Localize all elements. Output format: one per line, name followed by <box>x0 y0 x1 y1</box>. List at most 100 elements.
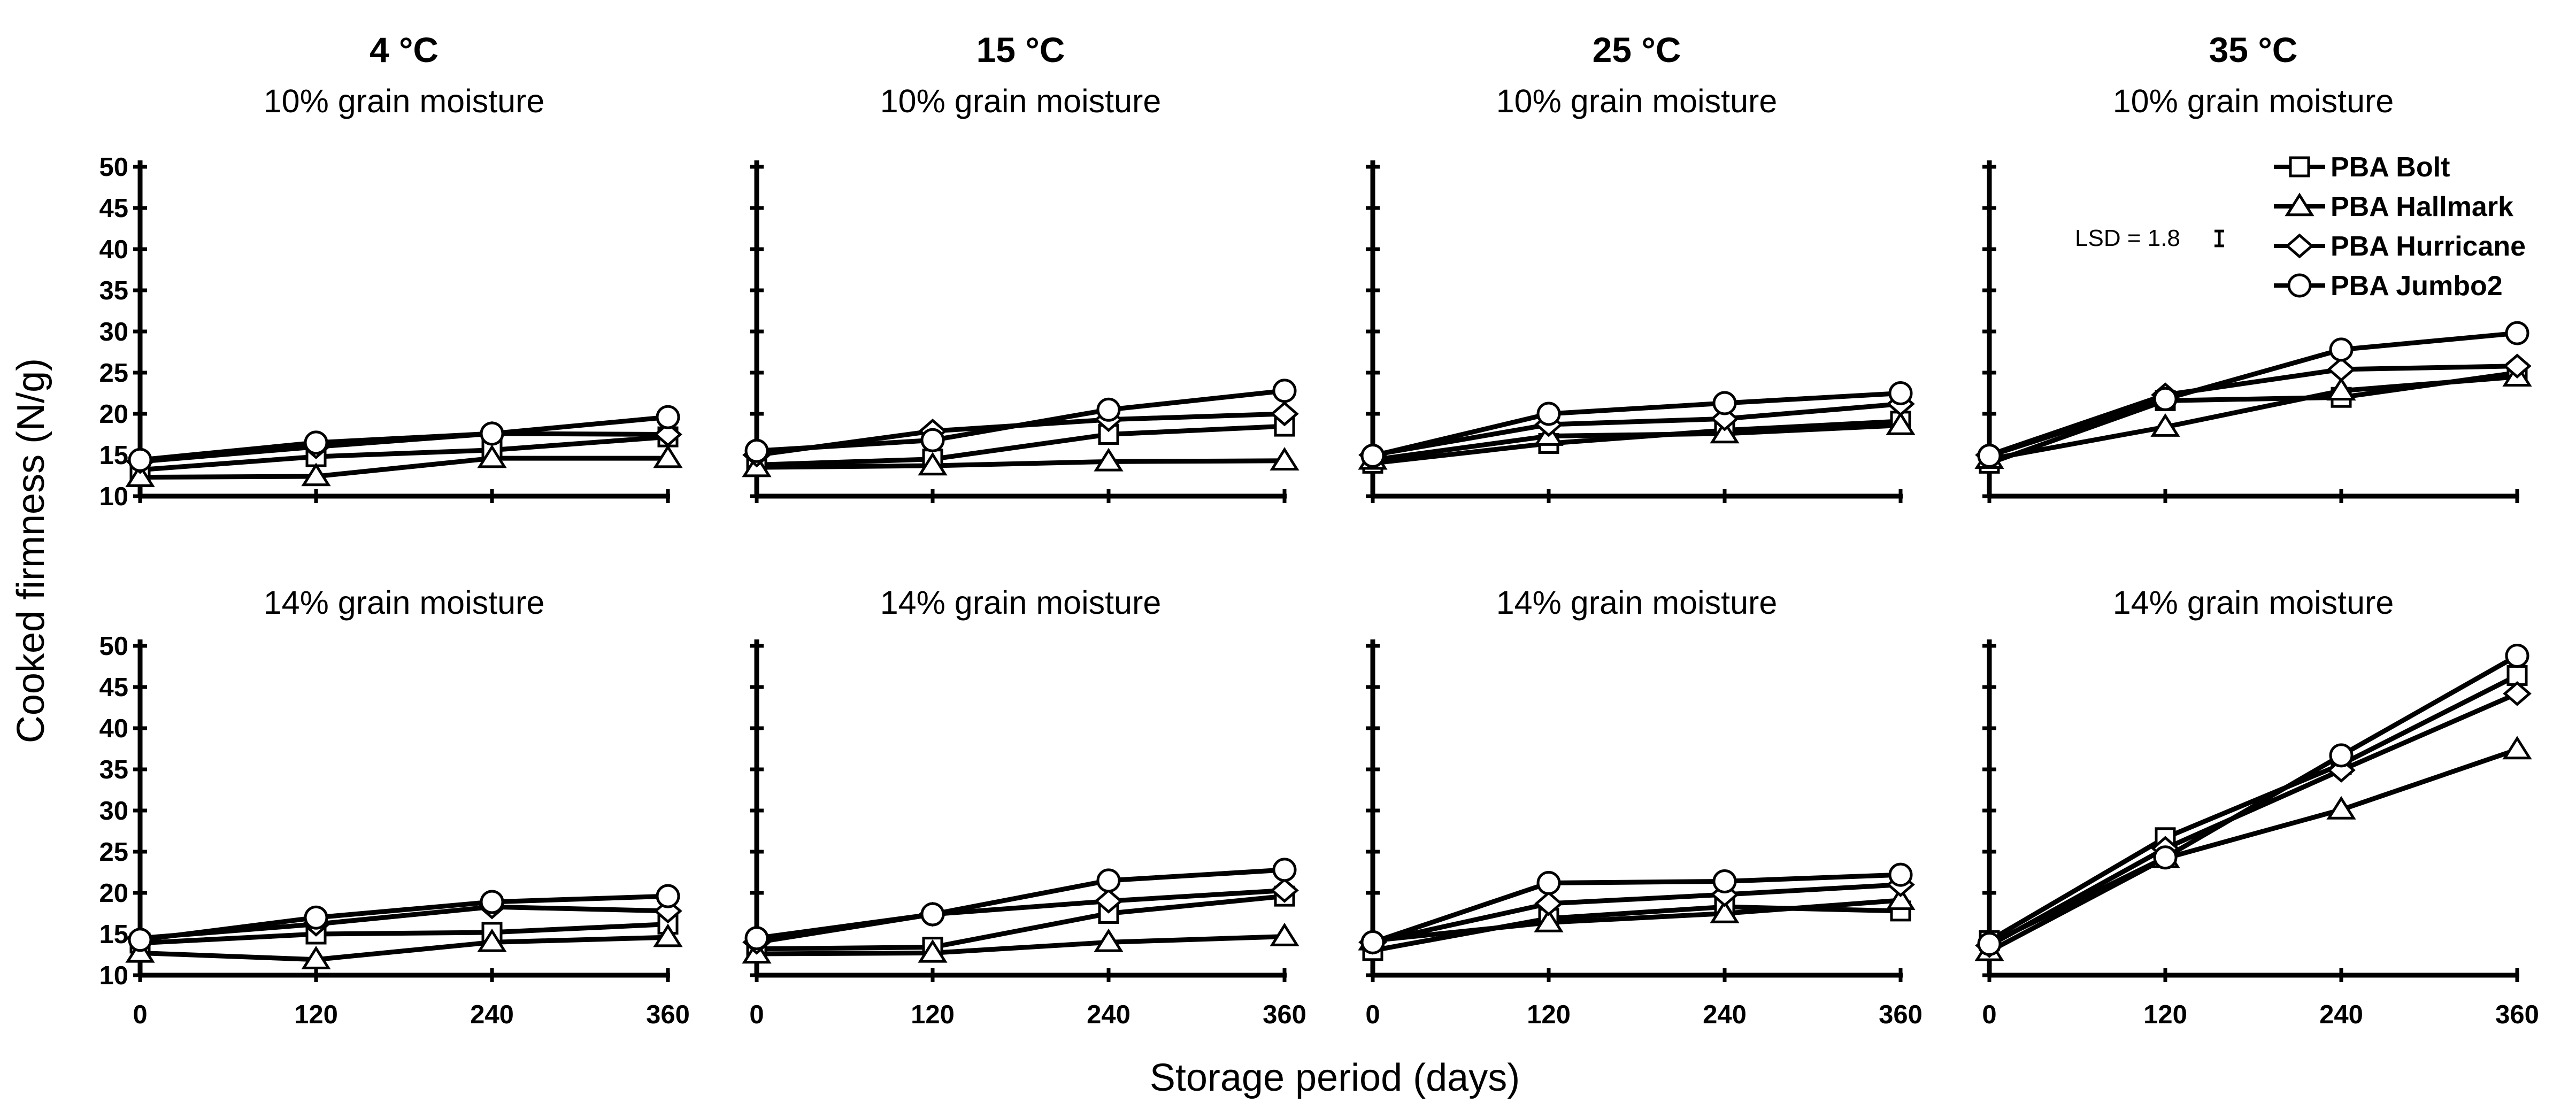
series-line-pba-bolt <box>140 434 668 473</box>
y-tick-label: 20 <box>99 879 128 908</box>
panel-moisture-title: 10% grain moisture <box>2113 83 2394 119</box>
y-tick-label: 35 <box>99 755 128 784</box>
series-line-pba-hurricane <box>1988 691 2518 948</box>
legend-marker-triangle <box>2285 192 2314 217</box>
y-tick-label: 25 <box>99 359 128 388</box>
x-tick-label: 120 <box>911 1000 955 1029</box>
x-tick-label: 240 <box>470 1000 514 1029</box>
panel-moisture-title: 14% grain moisture <box>880 584 1162 621</box>
panel-4-c-10-grain-moisture: 4 °C 10% grain moisture 10 15 20 25 30 35 40 45 50 <box>99 30 683 511</box>
legend-item-pba-hallmark: PBA Hallmark <box>2274 191 2513 222</box>
series-line-pba-hurricane <box>140 904 668 941</box>
series-line-pba-jumbo2 <box>1988 653 2519 946</box>
x-tick-label: 0 <box>1365 1000 1380 1029</box>
legend: PBA Bolt PBA Hallmark PBA Hurricane PBA Jum… <box>2075 152 2526 302</box>
panel-temperature-title: 25 °C <box>1593 30 1681 70</box>
series-line-pba-hallmark <box>756 934 1285 956</box>
y-tick-label: 35 <box>99 276 128 305</box>
x-tick-label: 0 <box>749 1000 764 1029</box>
panels-group: 4 °C 10% grain moisture 10 15 20 25 30 35 40 45 50… <box>99 30 2539 1029</box>
panel-moisture-title: 14% grain moisture <box>2113 584 2394 621</box>
x-tick-label: 120 <box>1527 1000 1571 1029</box>
legend-label: PBA Jumbo2 <box>2331 271 2503 302</box>
data-point-pba-hallmark <box>477 928 507 952</box>
data-point-pba-jumbo2 <box>1096 397 1121 422</box>
x-tick-label: 360 <box>1263 1000 1306 1029</box>
data-point-pba-hallmark <box>125 463 155 487</box>
x-tick-label: 240 <box>1087 1000 1131 1029</box>
data-point-pba-jumbo2 <box>744 926 769 951</box>
data-point-pba-hallmark <box>1270 447 1299 471</box>
panel-15-c-10-grain-moisture: 15 °C 10% grain moisture <box>742 30 1299 503</box>
data-point-pba-hallmark <box>301 462 331 487</box>
series-line-pba-hallmark <box>756 458 1285 470</box>
series-line-pba-hurricane <box>1372 882 1901 945</box>
data-point-pba-jumbo2 <box>1712 391 1737 415</box>
data-point-pba-hallmark <box>301 946 331 969</box>
data-point-pba-jumbo2 <box>128 448 152 472</box>
y-tick-label: 50 <box>99 153 128 182</box>
y-tick-label: 40 <box>99 235 128 264</box>
panel-temperature-title: 4 °C <box>370 30 439 70</box>
x-tick-label: 0 <box>133 1000 147 1029</box>
x-tick-label: 360 <box>1879 1000 1923 1029</box>
lsd-annotation: LSD = 1.8 <box>2075 225 2224 251</box>
legend-label: PBA Hurricane <box>2331 231 2526 262</box>
data-point-pba-jumbo2 <box>1888 381 1913 405</box>
panel-moisture-title: 10% grain moisture <box>1496 83 1778 119</box>
y-tick-label: 25 <box>99 838 128 867</box>
series-line-pba-bolt <box>1988 673 2519 943</box>
x-tick-label: 120 <box>294 1000 338 1029</box>
data-point-pba-hallmark <box>1710 420 1740 444</box>
x-tick-label: 0 <box>1982 1000 1996 1029</box>
panel-moisture-title: 14% grain moisture <box>264 584 545 621</box>
legend-label: PBA Bolt <box>2331 152 2450 183</box>
data-point-pba-jumbo2 <box>1977 931 2002 956</box>
x-tick-label: 240 <box>1703 1000 1747 1029</box>
y-tick-label: 45 <box>99 673 128 702</box>
panel-25-c-10-grain-moisture: 25 °C 10% grain moisture <box>1358 30 1916 503</box>
series-line-pba-hallmark <box>140 456 668 480</box>
series-line-pba-bolt <box>756 423 1285 467</box>
legend-item-pba-jumbo2: PBA Jumbo2 <box>2274 271 2503 302</box>
y-tick-label: 15 <box>99 920 128 949</box>
data-point-pba-jumbo2 <box>304 905 328 930</box>
data-point-pba-hallmark <box>1094 448 1124 472</box>
legend-item-pba-bolt: PBA Bolt <box>2274 152 2450 183</box>
y-tick-label: 30 <box>99 797 128 825</box>
y-tick-label: 45 <box>99 194 128 223</box>
data-point-pba-hurricane <box>2327 357 2356 382</box>
data-point-pba-jumbo2 <box>1360 930 1385 954</box>
data-point-pba-jumbo2 <box>1096 868 1121 893</box>
data-point-pba-jumbo2 <box>480 890 504 914</box>
data-point-pba-jumbo2 <box>1360 444 1385 468</box>
x-axis-title: Storage period (days) <box>1150 1056 1520 1099</box>
data-point-pba-jumbo2 <box>1977 444 2002 468</box>
series-line-pba-jumbo2 <box>1372 872 1901 945</box>
data-point-pba-jumbo2 <box>1272 379 1297 403</box>
data-point-pba-jumbo2 <box>2329 337 2354 362</box>
legend-item-pba-hurricane: PBA Hurricane <box>2274 231 2526 262</box>
data-point-pba-jumbo2 <box>128 928 152 952</box>
y-tick-label: 10 <box>99 482 128 511</box>
data-point-pba-jumbo2 <box>1536 402 1561 426</box>
panel-35-c-10-grain-moisture: 35 °C 10% grain moisture <box>1974 30 2532 503</box>
data-point-pba-hallmark <box>2150 413 2180 437</box>
series-line-pba-jumbo2 <box>140 893 668 943</box>
data-point-pba-jumbo2 <box>1888 862 1913 887</box>
x-tick-label: 120 <box>2143 1000 2187 1029</box>
series-line-pba-hallmark <box>1989 374 2518 462</box>
panel-25-c-14-grain-moisture: 14% grain moisture 0 120 240 360 <box>1358 584 1923 1029</box>
y-tick-label: 20 <box>99 400 128 429</box>
panel-moisture-title: 10% grain moisture <box>880 83 1162 119</box>
legend-marker-diamond <box>2285 233 2314 259</box>
data-point-pba-jumbo2 <box>2153 387 2178 411</box>
data-point-pba-jumbo2 <box>744 438 769 463</box>
data-point-pba-jumbo2 <box>1272 858 1297 882</box>
data-point-pba-jumbo2 <box>2329 743 2354 768</box>
data-point-pba-jumbo2 <box>2505 321 2529 345</box>
data-point-pba-hurricane <box>653 422 682 447</box>
data-point-pba-jumbo2 <box>1712 869 1737 893</box>
data-point-pba-hallmark <box>1270 922 1299 946</box>
